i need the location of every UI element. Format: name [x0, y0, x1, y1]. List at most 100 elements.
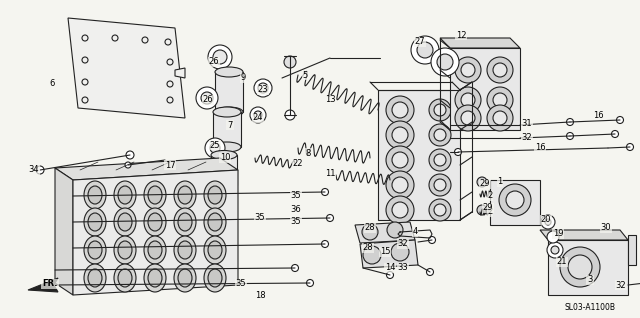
Circle shape: [417, 42, 433, 58]
Ellipse shape: [213, 142, 241, 152]
Ellipse shape: [144, 208, 166, 236]
Ellipse shape: [178, 186, 192, 204]
Text: 26: 26: [209, 58, 220, 66]
Text: 32: 32: [616, 280, 627, 289]
Circle shape: [392, 177, 408, 193]
Circle shape: [387, 222, 403, 238]
Text: 15: 15: [380, 247, 390, 257]
Text: 26: 26: [203, 95, 213, 105]
Circle shape: [392, 102, 408, 118]
Polygon shape: [548, 240, 628, 295]
Text: 35: 35: [291, 191, 301, 201]
Circle shape: [307, 280, 314, 287]
Text: 25: 25: [210, 141, 220, 149]
Ellipse shape: [178, 213, 192, 231]
Text: 6: 6: [49, 79, 54, 87]
Circle shape: [545, 219, 551, 225]
Polygon shape: [355, 222, 415, 243]
Ellipse shape: [211, 150, 237, 160]
Circle shape: [321, 189, 328, 196]
Text: 4: 4: [412, 227, 418, 237]
Polygon shape: [55, 158, 238, 180]
Ellipse shape: [204, 236, 226, 264]
Text: SL03-A1100B: SL03-A1100B: [564, 303, 616, 313]
Ellipse shape: [88, 186, 102, 204]
Bar: [215, 72, 243, 112]
Text: 21: 21: [557, 258, 567, 266]
Ellipse shape: [84, 208, 106, 236]
Circle shape: [434, 104, 446, 116]
Ellipse shape: [144, 264, 166, 292]
Text: 28: 28: [365, 224, 375, 232]
Circle shape: [411, 36, 439, 64]
Circle shape: [112, 35, 118, 41]
Circle shape: [386, 96, 414, 124]
Polygon shape: [378, 90, 460, 220]
Text: 16: 16: [534, 143, 545, 153]
Text: 22: 22: [292, 158, 303, 168]
Ellipse shape: [215, 67, 243, 77]
Ellipse shape: [174, 264, 196, 292]
Circle shape: [429, 99, 451, 121]
Circle shape: [362, 224, 378, 240]
Ellipse shape: [208, 241, 222, 259]
Text: FR.: FR.: [42, 280, 58, 288]
Polygon shape: [440, 38, 520, 48]
Text: 5: 5: [302, 71, 308, 80]
Polygon shape: [360, 240, 418, 268]
Ellipse shape: [148, 213, 162, 231]
Circle shape: [434, 204, 446, 216]
Circle shape: [201, 92, 213, 104]
Bar: [628, 235, 636, 265]
Text: 17: 17: [164, 161, 175, 169]
Circle shape: [477, 205, 487, 215]
Text: 32: 32: [522, 134, 532, 142]
Text: 14: 14: [385, 264, 396, 273]
Bar: [213, 112, 241, 147]
Circle shape: [82, 35, 88, 41]
Circle shape: [392, 127, 408, 143]
Polygon shape: [175, 68, 185, 78]
Ellipse shape: [174, 181, 196, 209]
Text: 31: 31: [522, 120, 532, 128]
Circle shape: [254, 79, 272, 97]
Circle shape: [493, 111, 507, 125]
Ellipse shape: [174, 236, 196, 264]
Ellipse shape: [84, 236, 106, 264]
Circle shape: [386, 121, 414, 149]
Ellipse shape: [88, 269, 102, 287]
Ellipse shape: [178, 269, 192, 287]
Ellipse shape: [174, 208, 196, 236]
Circle shape: [506, 191, 524, 209]
Ellipse shape: [204, 181, 226, 209]
Circle shape: [167, 97, 173, 103]
Ellipse shape: [114, 208, 136, 236]
Polygon shape: [73, 170, 238, 295]
Circle shape: [455, 57, 481, 83]
Circle shape: [321, 240, 328, 247]
Circle shape: [541, 215, 555, 229]
Circle shape: [254, 111, 262, 119]
Circle shape: [437, 54, 453, 70]
Polygon shape: [540, 230, 628, 240]
Circle shape: [493, 93, 507, 107]
Circle shape: [487, 87, 513, 113]
Circle shape: [291, 265, 298, 272]
Text: 27: 27: [415, 38, 426, 46]
Circle shape: [392, 152, 408, 168]
Circle shape: [167, 59, 173, 65]
Text: 7: 7: [227, 121, 233, 129]
Circle shape: [82, 57, 88, 63]
Text: 18: 18: [255, 292, 266, 301]
Ellipse shape: [178, 241, 192, 259]
Ellipse shape: [208, 213, 222, 231]
Circle shape: [285, 110, 295, 120]
Circle shape: [36, 166, 44, 174]
Circle shape: [455, 105, 481, 131]
Circle shape: [387, 272, 394, 279]
Circle shape: [566, 119, 573, 126]
Text: 29: 29: [480, 179, 490, 189]
Circle shape: [434, 154, 446, 166]
Ellipse shape: [84, 181, 106, 209]
Ellipse shape: [84, 264, 106, 292]
